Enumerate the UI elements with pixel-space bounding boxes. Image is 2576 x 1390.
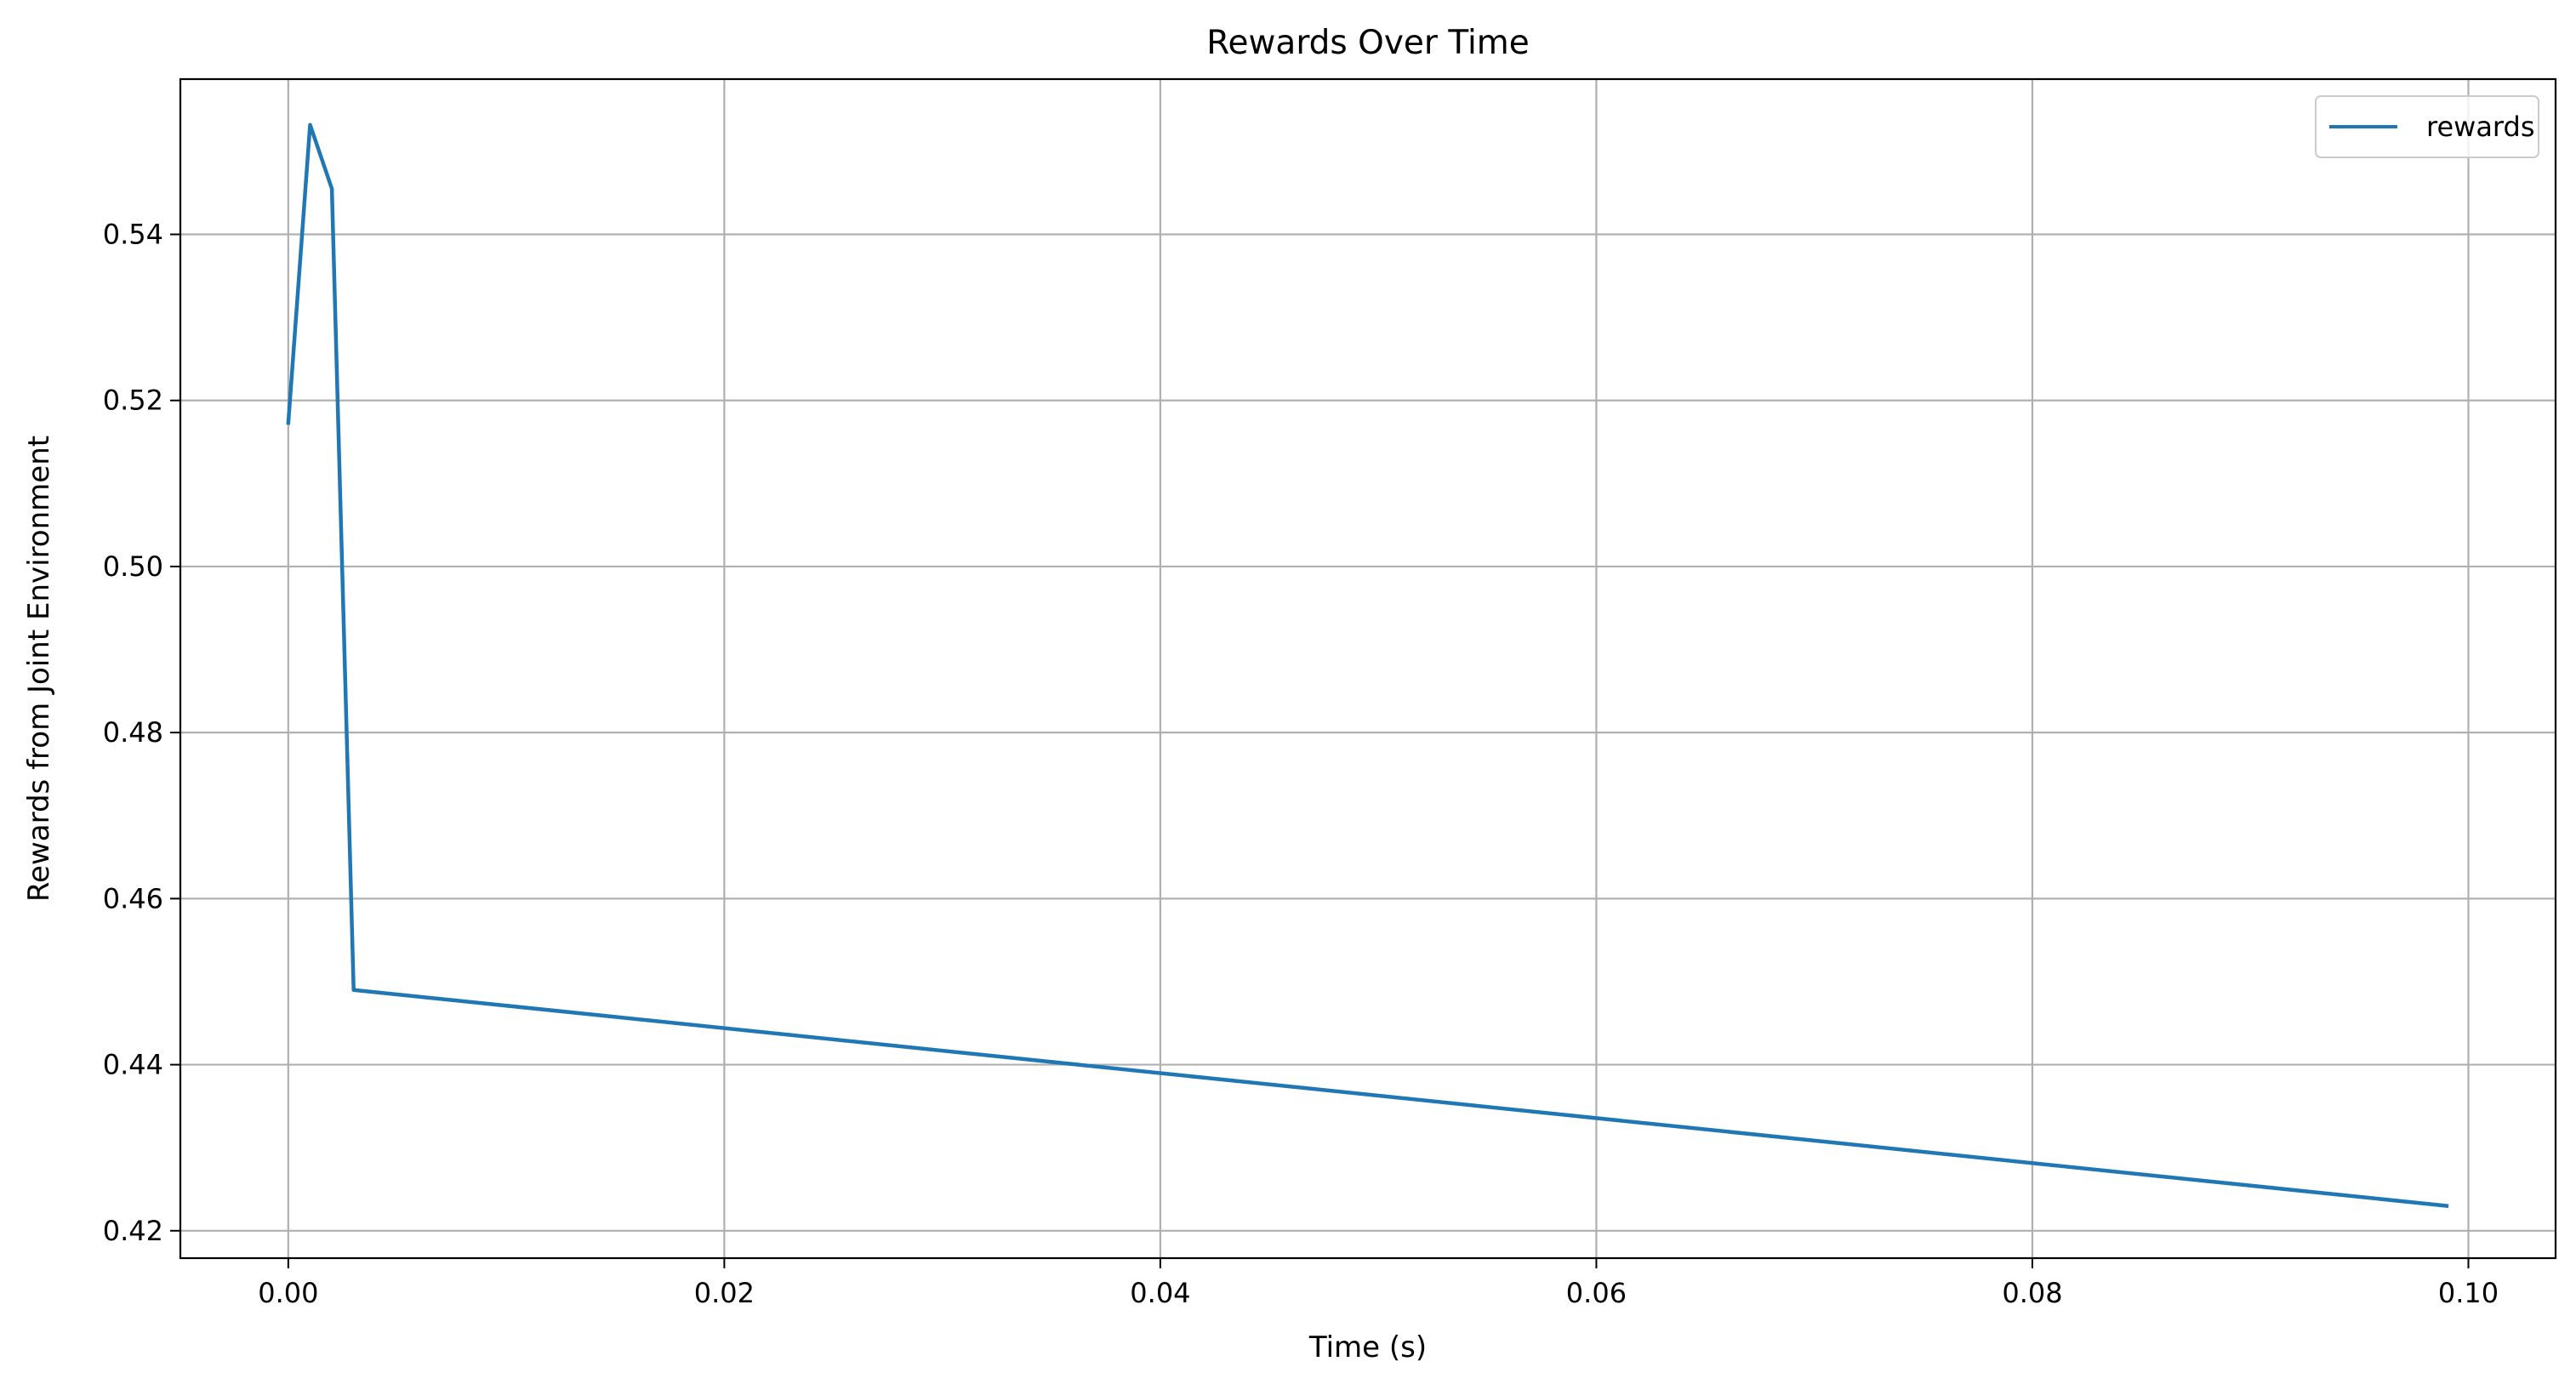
legend-box: [2315, 95, 2539, 158]
x-tick-label: 0.00: [258, 1277, 318, 1309]
y-tick-label: 0.48: [103, 716, 163, 749]
x-tick-label: 0.06: [1566, 1277, 1627, 1309]
chart-title: Rewards Over Time: [1206, 24, 1530, 62]
ticks: 0.00 0.02 0.04 0.06 0.08 0.10 0.42 0.44 0.46 0.48…: [103, 219, 2499, 1309]
series-line-rewards: [286, 122, 2449, 1208]
legend-label: rewards: [2426, 111, 2535, 143]
x-tick-label: 0.08: [2002, 1277, 2062, 1309]
y-tick-label: 0.52: [103, 385, 163, 417]
y-tick-label: 0.46: [103, 882, 163, 914]
x-axis-label: Time (s): [1308, 1330, 1427, 1364]
y-axis-label: Rewards from Joint Environment: [22, 436, 56, 902]
y-tick-label: 0.50: [103, 550, 163, 583]
y-tick-label: 0.44: [103, 1049, 163, 1081]
y-tick-label: 0.42: [103, 1215, 163, 1247]
series-layer: [286, 122, 2449, 1208]
legend: rewards: [2315, 95, 2539, 158]
plot-frame: [179, 77, 2557, 1260]
x-tick-label: 0.02: [694, 1277, 755, 1309]
x-tick-label: 0.04: [1130, 1277, 1190, 1309]
x-tick-label: 0.10: [2438, 1277, 2499, 1309]
grid: [180, 79, 2556, 1258]
y-tick-label: 0.54: [103, 219, 163, 251]
